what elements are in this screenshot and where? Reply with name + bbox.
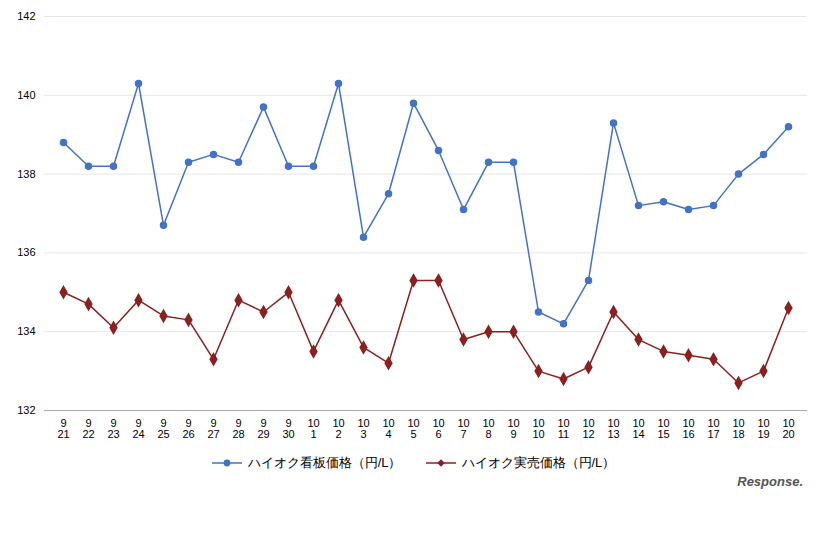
svg-text:105: 105 bbox=[407, 417, 419, 440]
svg-text:1012: 1012 bbox=[582, 417, 594, 440]
svg-text:104: 104 bbox=[382, 417, 394, 440]
svg-text:1014: 1014 bbox=[632, 417, 644, 440]
svg-text:921: 921 bbox=[57, 417, 69, 440]
svg-text:922: 922 bbox=[82, 417, 94, 440]
svg-text:928: 928 bbox=[232, 417, 244, 440]
svg-text:1019: 1019 bbox=[757, 417, 769, 440]
svg-text:140: 140 bbox=[17, 89, 35, 101]
svg-text:927: 927 bbox=[207, 417, 219, 440]
svg-text:1018: 1018 bbox=[732, 417, 744, 440]
svg-text:929: 929 bbox=[257, 417, 269, 440]
svg-text:103: 103 bbox=[357, 417, 369, 440]
svg-text:1015: 1015 bbox=[657, 417, 669, 440]
svg-text:138: 138 bbox=[17, 168, 35, 180]
svg-text:1011: 1011 bbox=[557, 417, 569, 440]
svg-text:926: 926 bbox=[182, 417, 194, 440]
svg-text:107: 107 bbox=[457, 417, 469, 440]
svg-text:925: 925 bbox=[157, 417, 169, 440]
svg-text:1020: 1020 bbox=[782, 417, 794, 440]
svg-text:132: 132 bbox=[17, 404, 35, 416]
svg-text:101: 101 bbox=[307, 417, 319, 440]
html-text:ハイオク実売価格（円/L）: ハイオク実売価格（円/L） bbox=[461, 455, 616, 470]
svg-text:142: 142 bbox=[17, 10, 35, 22]
svg-text:1013: 1013 bbox=[607, 417, 619, 440]
svg-text:109: 109 bbox=[507, 417, 519, 440]
svg-text:134: 134 bbox=[17, 325, 35, 337]
svg-text:108: 108 bbox=[482, 417, 494, 440]
svg-text:924: 924 bbox=[132, 417, 144, 440]
svg-text:102: 102 bbox=[332, 417, 344, 440]
html-text:Response.: Response. bbox=[737, 474, 803, 489]
svg-text:106: 106 bbox=[432, 417, 444, 440]
html-text:ハイオク看板価格（円/L）: ハイオク看板価格（円/L） bbox=[247, 455, 402, 470]
svg-text:930: 930 bbox=[282, 417, 294, 440]
svg-text:136: 136 bbox=[17, 246, 35, 258]
svg-text:923: 923 bbox=[107, 417, 119, 440]
svg-text:1016: 1016 bbox=[682, 417, 694, 440]
svg-text:1010: 1010 bbox=[532, 417, 544, 440]
svg-text:1017: 1017 bbox=[707, 417, 719, 440]
